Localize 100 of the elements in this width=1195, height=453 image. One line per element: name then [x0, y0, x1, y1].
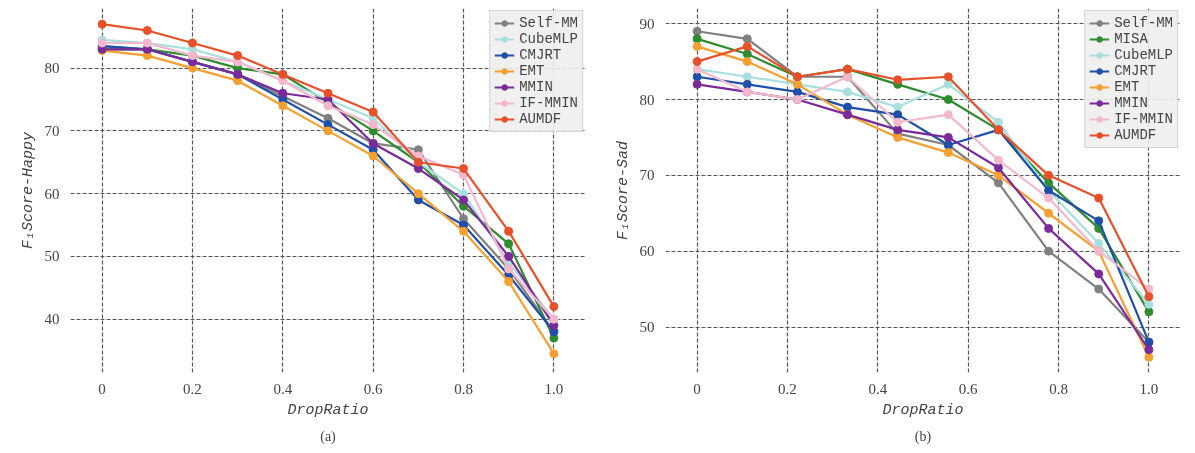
- x-tick-label: 0.8: [1049, 380, 1068, 397]
- legend-label: EMT: [1114, 79, 1140, 95]
- point: [893, 117, 903, 127]
- point: [1144, 352, 1154, 362]
- legend-label: MMIN: [519, 79, 553, 95]
- legend-label: AUMDF: [1114, 127, 1157, 143]
- y-tick-label: 80: [44, 60, 60, 77]
- y-tick-label: 80: [639, 91, 655, 108]
- point: [187, 38, 197, 48]
- point: [742, 72, 752, 82]
- point: [943, 95, 953, 104]
- point: [504, 239, 514, 249]
- point: [893, 102, 903, 112]
- legend-label: CubeMLP: [1114, 47, 1173, 63]
- point: [1144, 345, 1154, 355]
- point: [459, 195, 469, 205]
- point: [1144, 299, 1154, 309]
- y-tick-label: 50: [44, 248, 60, 265]
- point: [413, 189, 423, 199]
- point: [692, 26, 702, 36]
- point: [943, 79, 953, 89]
- point: [1044, 170, 1054, 180]
- point: [504, 226, 514, 236]
- point: [993, 155, 1003, 165]
- y-axis-title: F₁Score-Happy: [19, 130, 37, 250]
- legend-label: IF-MMIN: [1114, 111, 1173, 127]
- point: [368, 151, 378, 161]
- point: [692, 41, 702, 51]
- point: [943, 148, 953, 158]
- y-tick-label: 50: [639, 319, 655, 335]
- point: [1094, 193, 1104, 203]
- y-tick-label: 70: [44, 122, 60, 139]
- point: [1094, 269, 1104, 279]
- legend-label: Self-MM: [519, 15, 578, 31]
- point: [368, 107, 378, 117]
- point: [1144, 307, 1154, 317]
- point: [893, 110, 903, 120]
- point: [893, 125, 903, 135]
- point: [504, 251, 514, 261]
- point: [893, 75, 903, 85]
- x-tick-label: 0.2: [183, 380, 202, 397]
- point: [993, 170, 1003, 180]
- text: (b): [914, 428, 932, 445]
- x-axis-title: DropRatio: [882, 401, 964, 419]
- y-tick-label: 40: [44, 311, 60, 328]
- point: [1044, 246, 1054, 256]
- y-tick-label: 60: [639, 243, 655, 260]
- point: [549, 302, 559, 312]
- point: [843, 87, 853, 97]
- y-axis-title: F₁Score-Sad: [614, 140, 632, 241]
- legend-label: MMIN: [1114, 95, 1148, 111]
- point: [1044, 193, 1054, 203]
- legend-label: AUMDF: [519, 111, 562, 127]
- point: [742, 41, 752, 51]
- point: [1094, 216, 1104, 226]
- x-tick-label: 0.6: [958, 380, 979, 397]
- point: [233, 51, 243, 61]
- point: [843, 102, 853, 112]
- legend-label: Self-MM: [1114, 15, 1173, 31]
- x-tick-label: 0.4: [273, 380, 293, 397]
- point: [1144, 292, 1154, 302]
- point: [943, 132, 953, 142]
- legend-label: EMT: [519, 63, 545, 79]
- point: [459, 226, 469, 236]
- x-tick-label: 0.2: [778, 380, 797, 397]
- point: [943, 110, 953, 120]
- y-tick-label: 90: [639, 15, 655, 32]
- point: [692, 34, 702, 44]
- x-tick-label: 0.4: [868, 380, 888, 397]
- point: [1044, 223, 1054, 233]
- point: [692, 57, 702, 67]
- point: [1044, 208, 1054, 218]
- x-tick-label: 0.8: [454, 380, 473, 397]
- point: [549, 349, 559, 359]
- point: [993, 178, 1003, 188]
- point: [504, 277, 514, 286]
- legend-label: CMJRT: [519, 47, 562, 63]
- point: [742, 57, 752, 67]
- legend-label: CubeMLP: [519, 31, 578, 47]
- x-axis-title: DropRatio: [287, 401, 369, 419]
- point: [323, 88, 333, 98]
- point: [993, 163, 1003, 173]
- legend-label: IF-MMIN: [519, 95, 578, 111]
- x-tick-label: 0: [98, 380, 106, 397]
- legend-label: CMJRT: [1114, 63, 1157, 79]
- point: [278, 101, 288, 111]
- legend-label: MISA: [1114, 31, 1148, 47]
- point: [97, 19, 107, 29]
- point: [459, 164, 469, 174]
- point: [1094, 284, 1104, 294]
- x-tick-label: 0.6: [363, 380, 384, 397]
- point: [368, 120, 378, 130]
- x-tick-label: 0: [693, 380, 701, 397]
- point: [142, 25, 152, 35]
- point: [692, 79, 702, 89]
- point: [323, 126, 333, 136]
- point: [943, 72, 953, 82]
- y-tick-label: 70: [639, 167, 655, 184]
- x-tick-label: 1.0: [1139, 380, 1159, 397]
- x-tick-label: 1.0: [544, 380, 564, 397]
